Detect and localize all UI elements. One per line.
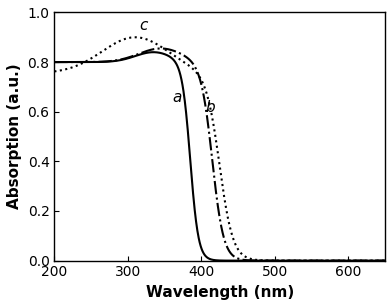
X-axis label: Wavelength (nm): Wavelength (nm)	[145, 285, 294, 300]
c	[86, 58, 91, 62]
Y-axis label: Absorption (a.u.): Absorption (a.u.)	[7, 64, 22, 209]
a	[198, 243, 203, 247]
b	[198, 79, 203, 83]
b	[158, 47, 163, 50]
Text: b: b	[205, 100, 215, 115]
c	[279, 259, 284, 262]
c	[383, 259, 387, 262]
b	[310, 259, 315, 262]
c	[310, 259, 315, 262]
Text: c: c	[139, 18, 147, 33]
Line: c: c	[54, 37, 385, 261]
b	[86, 60, 91, 64]
a	[383, 259, 387, 262]
c	[186, 63, 191, 67]
b	[383, 259, 387, 262]
c	[52, 70, 57, 73]
Line: a: a	[54, 52, 385, 261]
a	[310, 259, 315, 262]
b	[279, 259, 284, 262]
a	[186, 136, 191, 140]
a	[279, 259, 284, 262]
a	[86, 60, 91, 64]
b	[52, 60, 57, 64]
c	[316, 259, 321, 262]
c	[133, 35, 138, 39]
a	[316, 259, 321, 262]
a	[151, 50, 156, 54]
a	[52, 60, 57, 64]
c	[198, 76, 203, 80]
b	[186, 57, 191, 60]
Line: b: b	[54, 49, 385, 261]
b	[316, 259, 321, 262]
Text: a: a	[172, 90, 181, 105]
